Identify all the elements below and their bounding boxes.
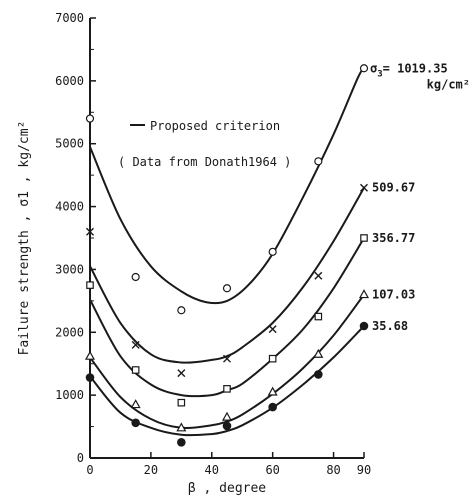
data-point bbox=[223, 354, 231, 363]
legend: Proposed criterion ( Data from Donath196… bbox=[118, 119, 291, 169]
data-point bbox=[177, 306, 186, 315]
data-point bbox=[86, 281, 94, 289]
data-point bbox=[360, 234, 368, 242]
series-line bbox=[89, 325, 365, 437]
series-line bbox=[89, 294, 365, 430]
series-label-4: 35.68 bbox=[372, 319, 408, 333]
data-point bbox=[314, 312, 323, 321]
data-point bbox=[314, 271, 323, 280]
data-point bbox=[222, 421, 232, 431]
data-point bbox=[268, 354, 277, 363]
axes: 0 1000 2000 3000 4000 5000 6000 7000 0 20 40 60 80 90… bbox=[17, 11, 371, 496]
data-point bbox=[359, 64, 369, 73]
y-tick-label: 6000 bbox=[55, 74, 84, 88]
y-tick-label: 3000 bbox=[55, 262, 84, 276]
y-tick-label: 7000 bbox=[55, 11, 84, 25]
x-tick-label: 0 bbox=[86, 463, 93, 477]
data-point bbox=[222, 284, 232, 293]
series-label-unit: kg/cm² bbox=[427, 77, 470, 91]
data-point bbox=[177, 437, 186, 447]
data-point bbox=[360, 183, 368, 192]
data-point bbox=[268, 247, 277, 256]
legend-line-label: Proposed criterion bbox=[150, 119, 280, 133]
series-0 bbox=[85, 64, 369, 315]
series-label-3: 107.03 bbox=[372, 288, 415, 302]
series-1 bbox=[86, 183, 368, 378]
y-tick-label: 0 bbox=[77, 451, 84, 465]
data-point bbox=[86, 227, 94, 236]
series-label-value: = 1019.35 bbox=[383, 61, 448, 75]
x-axis-title: β , degree bbox=[188, 481, 266, 496]
data-point bbox=[268, 325, 277, 334]
series-label-top: σ3= 1019.35 bbox=[370, 61, 448, 79]
y-tick-label: 5000 bbox=[55, 137, 84, 151]
x-tick-label: 60 bbox=[265, 463, 279, 477]
data-point bbox=[359, 321, 369, 331]
data-point bbox=[314, 157, 323, 166]
y-tick-label: 1000 bbox=[55, 388, 84, 402]
data-point bbox=[314, 370, 323, 379]
data-point bbox=[131, 340, 140, 349]
series-4 bbox=[85, 321, 369, 447]
y-axis-title: Failure strength , σ1 , kg/cm² bbox=[17, 121, 32, 356]
data-point bbox=[130, 399, 141, 409]
data-point bbox=[223, 385, 231, 393]
series-line bbox=[89, 237, 365, 398]
series-line bbox=[89, 187, 365, 364]
series-label-subscript: 3 bbox=[377, 69, 382, 79]
y-tick-label: 4000 bbox=[55, 200, 84, 214]
data-point bbox=[358, 289, 370, 299]
data-point bbox=[313, 348, 324, 358]
data-point bbox=[177, 398, 186, 407]
data-point bbox=[131, 418, 140, 428]
data-point bbox=[267, 386, 278, 396]
series-3 bbox=[84, 289, 370, 432]
x-tick-label: 80 bbox=[326, 463, 340, 477]
data-point bbox=[84, 350, 96, 360]
data-point bbox=[85, 373, 95, 382]
x-tick-label: 20 bbox=[144, 463, 158, 477]
legend-data-note: ( Data from Donath1964 ) bbox=[118, 155, 291, 169]
data-point bbox=[85, 114, 95, 123]
series-line bbox=[89, 67, 365, 305]
data-point bbox=[268, 402, 277, 412]
y-tick-label: 2000 bbox=[55, 325, 84, 339]
series-layer bbox=[84, 64, 370, 447]
data-point bbox=[176, 422, 187, 432]
data-point bbox=[131, 272, 140, 282]
data-point bbox=[177, 369, 186, 378]
x-tick-label: 40 bbox=[205, 463, 219, 477]
data-point bbox=[131, 366, 140, 374]
series-label-1: 509.67 bbox=[372, 181, 415, 195]
x-tick-label: 90 bbox=[357, 463, 371, 477]
series-2 bbox=[86, 234, 368, 407]
series-label-2: 356.77 bbox=[372, 231, 415, 245]
data-point bbox=[221, 411, 233, 421]
series-label-symbol: σ bbox=[370, 61, 377, 75]
